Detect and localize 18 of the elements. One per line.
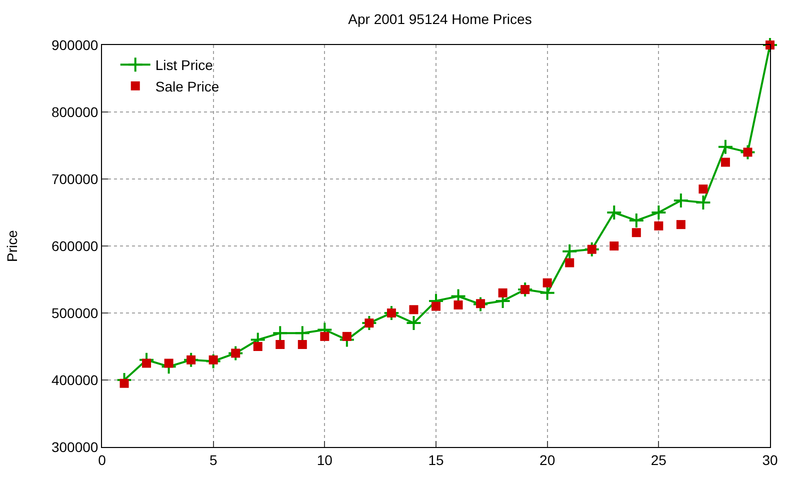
chart-title: Apr 2001 95124 Home Prices bbox=[348, 11, 532, 28]
legend-label: List Price bbox=[155, 57, 214, 74]
x-tick-label: 0 bbox=[98, 452, 106, 468]
x-tick-label: 10 bbox=[316, 452, 333, 468]
x-tick-label: 15 bbox=[428, 452, 444, 468]
x-tick-label: 25 bbox=[650, 452, 667, 468]
y-tick-label: 300000 bbox=[51, 438, 98, 455]
y-tick-label: 400000 bbox=[51, 372, 98, 388]
y-axis-title: Price bbox=[4, 230, 20, 262]
y-tick-label: 900000 bbox=[51, 36, 98, 53]
y-tick-label: 600000 bbox=[51, 238, 98, 254]
x-tick-label: 5 bbox=[209, 452, 218, 468]
x-tick-label: 30 bbox=[762, 452, 778, 468]
legend-label: Sale Price bbox=[155, 78, 220, 94]
y-tick-label: 500000 bbox=[51, 304, 98, 321]
y-tick-label: 700000 bbox=[51, 170, 98, 187]
y-tick-label: 800000 bbox=[51, 104, 98, 120]
x-tick-label: 20 bbox=[540, 452, 556, 468]
